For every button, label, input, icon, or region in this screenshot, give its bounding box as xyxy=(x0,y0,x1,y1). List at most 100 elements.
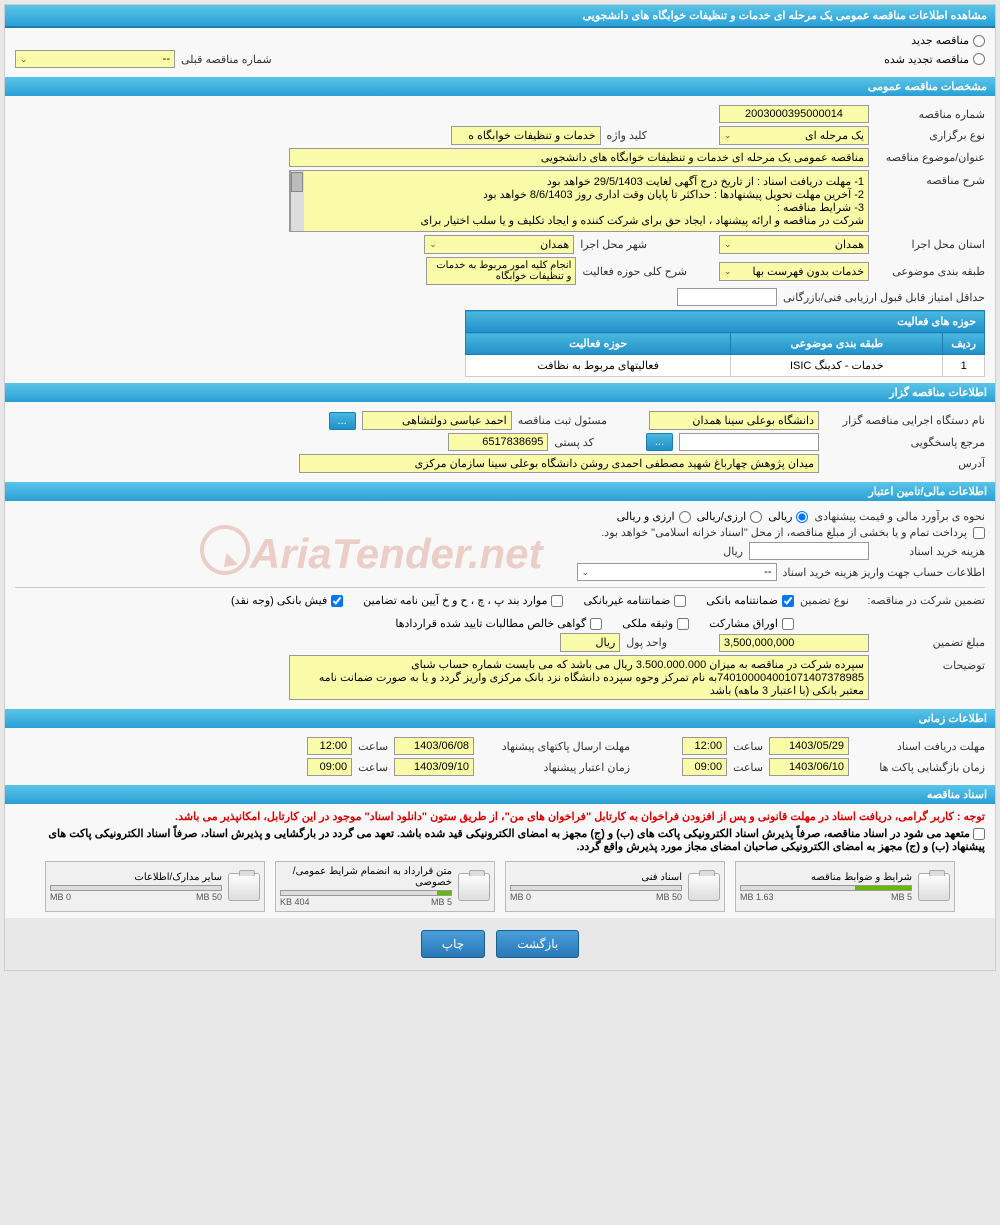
cb-clauses[interactable]: موارد بند پ ، چ ، ح و خ آیین نامه تضامین xyxy=(363,594,563,607)
docs-note1: توجه : کاربر گرامی، دریافت اسناد در مهلت… xyxy=(15,810,985,823)
col-scope: حوزه فعالیت xyxy=(466,333,731,355)
section-docs: اسناد مناقصه xyxy=(5,785,995,804)
send-label: مهلت ارسال پاکتهای پیشنهاد xyxy=(480,740,630,753)
minscore-label: حداقل امتیاز قابل قبول ارزیابی فنی/بازرگ… xyxy=(783,291,985,304)
print-button[interactable]: چاپ xyxy=(421,930,485,958)
class-select[interactable]: خدمات بدون فهرست بها⌄ xyxy=(719,262,869,281)
radio-new-input[interactable] xyxy=(973,35,985,47)
prev-number-label: شماره مناقصه قبلی xyxy=(181,53,272,66)
cb-property[interactable]: وثیقه ملکی xyxy=(622,617,689,630)
chevron-down-icon: ⌄ xyxy=(724,239,732,250)
province-select[interactable]: همدان⌄ xyxy=(719,235,869,254)
chevron-down-icon: ⌄ xyxy=(429,239,437,250)
docs-note2: متعهد می شود در اسناد مناقصه، صرفاً پذیر… xyxy=(15,827,985,853)
postal-label: کد پستی xyxy=(554,436,593,449)
section-tenderer: اطلاعات مناقصه گزار xyxy=(5,383,995,402)
radio-rial[interactable]: ریالی xyxy=(768,510,808,523)
scrollbar[interactable] xyxy=(290,171,304,231)
folder-icon xyxy=(688,873,720,901)
file-box-3[interactable]: متن قرارداد به انضمام شرایط عمومی/خصوصی … xyxy=(275,861,495,912)
time-label: ساعت xyxy=(733,761,763,774)
class-label: طبقه بندی موضوعی xyxy=(875,265,985,278)
keyword-label: کلید واژه xyxy=(607,129,647,142)
file-box-2[interactable]: اسناد فنی 50 MB0 MB xyxy=(505,861,725,912)
payment-checkbox[interactable] xyxy=(973,527,985,539)
radio-rial-fx[interactable]: ارزی/ریالی xyxy=(697,510,763,523)
progress-bar xyxy=(280,890,452,896)
folder-icon xyxy=(918,873,950,901)
cb-receivables[interactable]: گواهی خالص مطالبات تایید شده قراردادها xyxy=(395,617,602,630)
progress-bar xyxy=(740,885,912,891)
notes-label: توضیحات xyxy=(875,655,985,672)
radio-renewed-tender[interactable]: مناقصه تجدید شده xyxy=(884,53,985,66)
cb-nonbank[interactable]: ضمانتنامه غیربانکی xyxy=(583,594,686,607)
city-select[interactable]: همدان⌄ xyxy=(424,235,574,254)
file-name: شرایط و ضوابط مناقصه xyxy=(740,872,912,883)
chevron-down-icon: ⌄ xyxy=(724,130,732,141)
scope-field: انجام کلیه امور مربوط به خدمات و تنظیفات… xyxy=(426,257,576,285)
open-date: 1403/06/10 xyxy=(769,758,849,776)
cb-bank[interactable]: ضمانتنامه بانکی xyxy=(706,594,794,607)
notes-field: سپرده شرکت در مناقصه به میزان 3.500.000.… xyxy=(289,655,869,700)
addr-label: آدرس xyxy=(825,457,985,470)
back-button[interactable]: بازگشت xyxy=(496,930,579,958)
prev-number-select[interactable]: --⌄ xyxy=(15,50,175,68)
subject-label: عنوان/موضوع مناقصه xyxy=(875,151,985,164)
time-label: ساعت xyxy=(358,761,388,774)
radio-fx-rial[interactable]: ارزی و ریالی xyxy=(617,510,691,523)
file-name: متن قرارداد به انضمام شرایط عمومی/خصوصی xyxy=(280,866,452,888)
ref-more-button[interactable]: ... xyxy=(646,433,673,451)
payment-text: پرداخت تمام و یا بخشی از مبلغ مناقصه، از… xyxy=(601,526,967,539)
desc-textarea[interactable]: 1- مهلت دریافت اسناد : از تاریخ درج آگهی… xyxy=(289,170,869,232)
method-label: نحوه ی برآورد مالی و قیمت پیشنهادی xyxy=(814,510,985,523)
city-label: شهر محل اجرا xyxy=(580,238,647,251)
keyword-field: خدمات و تنظیفات خوابگاه ه xyxy=(451,126,601,145)
chevron-down-icon: ⌄ xyxy=(20,54,28,65)
col-class: طبقه بندی موضوعی xyxy=(731,333,943,355)
account-select[interactable]: --⌄ xyxy=(577,563,777,581)
credit-date: 1403/09/10 xyxy=(394,758,474,776)
subject-field: مناقصه عمومی یک مرحله ای خدمات و تنظیفات… xyxy=(289,148,869,167)
unit-field: ریال xyxy=(560,633,620,652)
number-label: شماره مناقصه xyxy=(875,108,985,121)
account-label: اطلاعات حساب جهت واریز هزینه خرید اسناد xyxy=(783,566,985,579)
type-select[interactable]: یک مرحله ای⌄ xyxy=(719,126,869,145)
reg-field: احمد عباسی دولتشاهی xyxy=(362,411,512,430)
org-field: دانشگاه بوعلی سینا همدان xyxy=(649,411,819,430)
time-label: ساعت xyxy=(733,740,763,753)
receive-label: مهلت دریافت اسناد xyxy=(855,740,985,753)
chevron-down-icon: ⌄ xyxy=(582,567,590,578)
col-row: ردیف xyxy=(943,333,985,355)
open-label: زمان بازگشایی پاکت ها xyxy=(855,761,985,774)
progress-bar xyxy=(50,885,222,891)
cb-cash[interactable]: فیش بانکی (وجه نقد) xyxy=(231,594,343,607)
radio-renewed-input[interactable] xyxy=(973,53,985,65)
progress-bar xyxy=(510,885,682,891)
table-title: حوزه های فعالیت xyxy=(466,311,985,333)
scope-label: شرح کلی حوزه فعالیت xyxy=(582,265,687,278)
ref-field[interactable] xyxy=(679,433,819,451)
file-box-4[interactable]: سایر مدارک/اطلاعات 50 MB0 MB xyxy=(45,861,265,912)
amount-label: مبلغ تضمین xyxy=(875,636,985,649)
unit-label: واحد پول xyxy=(626,636,667,649)
cb-securities[interactable]: اوراق مشارکت xyxy=(709,617,794,630)
radio-new-tender[interactable]: مناقصه جدید xyxy=(15,34,985,47)
postal-field: 6517838695 xyxy=(448,433,548,451)
purchase-field[interactable] xyxy=(749,542,869,560)
reg-label: مسئول ثبت مناقصه xyxy=(518,414,607,427)
file-name: اسناد فنی xyxy=(510,872,682,883)
credit-label: زمان اعتبار پیشنهاد xyxy=(480,761,630,774)
purchase-label: هزینه خرید اسناد xyxy=(875,545,985,558)
send-date: 1403/06/08 xyxy=(394,737,474,755)
file-box-1[interactable]: شرایط و ضوابط مناقصه 5 MB1.63 MB xyxy=(735,861,955,912)
reg-more-button[interactable]: ... xyxy=(329,412,356,430)
section-general: مشخصات مناقصه عمومی xyxy=(5,77,995,96)
ref-label: مرجع پاسخگویی xyxy=(825,436,985,449)
radio-renewed-label: مناقصه تجدید شده xyxy=(884,53,969,66)
number-field: 2003000395000014 xyxy=(719,105,869,123)
commit-checkbox[interactable] xyxy=(973,828,985,840)
radio-new-label: مناقصه جدید xyxy=(911,34,969,47)
minscore-field[interactable] xyxy=(677,288,777,306)
credit-time: 09:00 xyxy=(307,758,352,776)
currency-unit: ریال xyxy=(723,545,743,558)
